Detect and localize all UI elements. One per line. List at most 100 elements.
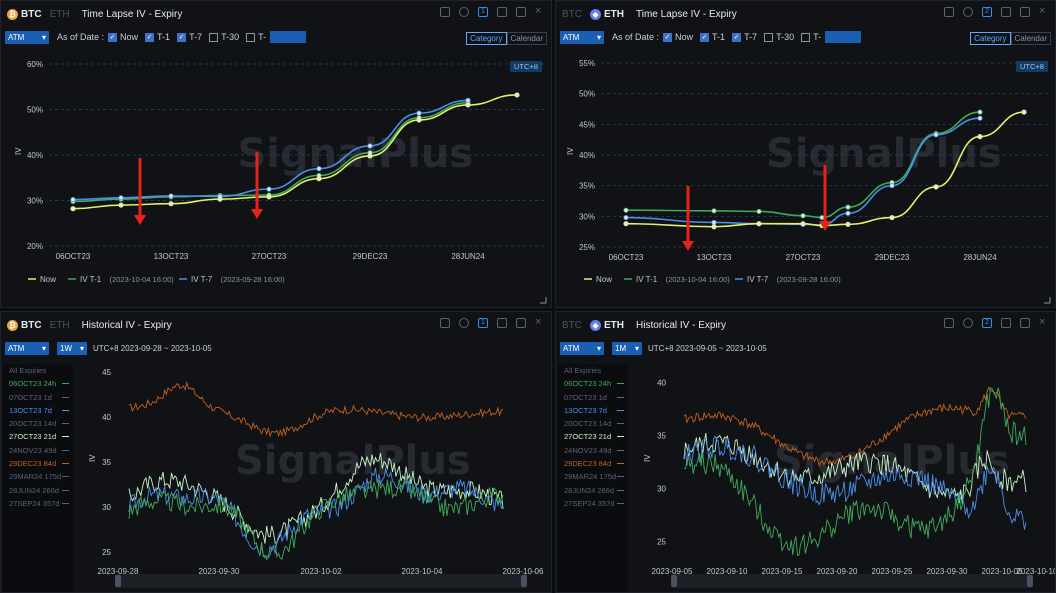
y-tick-label: 40 — [657, 379, 666, 388]
mode-calendar-button[interactable]: Calendar — [1010, 32, 1051, 45]
panel-header: BTC ◆ ETH Historical IV - Expiry 2 × — [556, 312, 1055, 338]
expiry-item[interactable]: 06OCT23 24h — [558, 377, 628, 390]
expiry-label: 29DEC23 84d — [9, 459, 57, 469]
expiry-item[interactable]: 24NOV23 49d — [558, 444, 628, 457]
coin-tab-btc[interactable]: BTC — [562, 8, 582, 20]
expiry-swatch — [62, 502, 69, 504]
panel-eth-time-lapse: BTC ◆ ETH Time Lapse IV - Expiry 2 × ATM … — [555, 0, 1056, 308]
expiry-item[interactable]: 28JUN24 266d — [558, 484, 628, 497]
series-iv-t7-point — [367, 143, 373, 149]
expiry-item[interactable]: 29MAR24 175d — [3, 470, 73, 483]
checkbox-t7[interactable]: T-7 — [732, 32, 757, 42]
checkbox-custom[interactable]: T- — [246, 31, 307, 43]
expand-icon[interactable] — [1020, 318, 1030, 328]
expiry-swatch — [62, 383, 69, 385]
expiry-item[interactable]: 29MAR24 175d — [558, 470, 628, 483]
checkbox-custom[interactable]: T- — [801, 31, 862, 43]
refresh-icon[interactable] — [459, 318, 469, 328]
refresh-icon[interactable] — [963, 7, 973, 17]
expiry-item[interactable]: 13OCT23 7d — [3, 404, 73, 417]
coin-tab-btc[interactable]: ₿ BTC — [7, 8, 42, 20]
refresh-icon[interactable] — [459, 7, 469, 17]
atm-select[interactable]: ATM — [5, 30, 49, 44]
checkbox-t30[interactable]: T-30 — [764, 32, 794, 42]
close-icon[interactable]: × — [1039, 316, 1046, 328]
time-range-slider[interactable] — [115, 574, 527, 588]
x-tick-label: 29DEC23 — [875, 253, 910, 262]
expand-icon[interactable] — [1020, 7, 1030, 17]
expiry-label: All Expiries — [564, 366, 602, 375]
expand-icon[interactable] — [516, 318, 526, 328]
expiry-swatch — [617, 476, 624, 478]
expand-icon[interactable] — [516, 7, 526, 17]
coin-tab-btc[interactable]: ₿ BTC — [7, 319, 42, 331]
checkbox-t1[interactable]: T-1 — [700, 32, 725, 42]
expiry-item[interactable]: 20OCT23 14d — [3, 417, 73, 430]
mode-calendar-button[interactable]: Calendar — [506, 32, 547, 45]
share-icon[interactable] — [440, 7, 450, 17]
time-range-slider[interactable] — [671, 574, 1033, 588]
share-icon[interactable] — [944, 7, 954, 17]
custom-date-input[interactable] — [270, 31, 307, 43]
panel-title: Time Lapse IV - Expiry — [81, 8, 183, 20]
mode-category-button[interactable]: Category — [466, 32, 507, 45]
layout-number-icon[interactable]: 2 — [982, 318, 992, 328]
copy-icon[interactable] — [1001, 7, 1011, 17]
window-select[interactable]: 1W — [57, 341, 87, 355]
expiry-item[interactable]: All Expiries — [3, 364, 73, 377]
layout-number-icon[interactable]: 1 — [478, 318, 488, 328]
share-icon[interactable] — [944, 318, 954, 328]
atm-select[interactable]: ATM — [560, 30, 604, 44]
checkbox-now[interactable]: Now — [108, 32, 138, 42]
share-icon[interactable] — [440, 318, 450, 328]
expiry-item[interactable]: 27SEP24 357d — [558, 497, 628, 510]
coin-tab-btc[interactable]: BTC — [562, 319, 582, 331]
layout-number-icon[interactable]: 2 — [982, 7, 992, 17]
check-icon — [663, 32, 673, 42]
custom-date-input[interactable] — [825, 31, 862, 43]
series-now-point — [316, 176, 322, 182]
coin-tab-eth[interactable]: ETH — [49, 8, 70, 20]
expiry-item[interactable]: 20OCT23 14d — [558, 417, 628, 430]
checkbox-t1[interactable]: T-1 — [145, 32, 170, 42]
expiry-label: 20OCT23 14d — [564, 419, 612, 429]
close-icon[interactable]: × — [535, 316, 542, 328]
layout-number-icon[interactable]: 1 — [478, 7, 488, 17]
panel-header: ₿ BTC ETH Time Lapse IV - Expiry 1 × — [1, 1, 551, 27]
checkbox-t7[interactable]: T-7 — [177, 32, 202, 42]
coin-tab-eth[interactable]: ◆ ETH — [590, 319, 624, 331]
expiry-item[interactable]: 06OCT23 24h — [3, 377, 73, 390]
window-select[interactable]: 1M — [612, 341, 642, 355]
expiry-item[interactable]: 24NOV23 49d — [3, 444, 73, 457]
coin-tab-eth[interactable]: ◆ ETH — [590, 8, 624, 20]
panel-toolbar: 1 × — [440, 5, 545, 17]
expiry-item[interactable]: 29DEC23 84d — [3, 457, 73, 470]
expiry-item[interactable]: 07OCT23 1d — [3, 391, 73, 404]
copy-icon[interactable] — [497, 7, 507, 17]
atm-select[interactable]: ATM — [5, 341, 49, 355]
close-icon[interactable]: × — [535, 5, 542, 17]
checkbox-now[interactable]: Now — [663, 32, 693, 42]
slider-handle-left[interactable] — [671, 575, 677, 587]
mode-category-button[interactable]: Category — [970, 32, 1011, 45]
checkbox-t30[interactable]: T-30 — [209, 32, 239, 42]
refresh-icon[interactable] — [963, 318, 973, 328]
expiry-item[interactable]: 29DEC23 84d — [558, 457, 628, 470]
expiry-item[interactable]: All Expiries — [558, 364, 628, 377]
slider-handle-right[interactable] — [521, 575, 527, 587]
expiry-item[interactable]: 13OCT23 7d — [558, 404, 628, 417]
expiry-item[interactable]: 28JUN24 266d — [3, 484, 73, 497]
slider-handle-right[interactable] — [1027, 575, 1033, 587]
y-tick-label: 30 — [102, 503, 111, 512]
atm-select[interactable]: ATM — [560, 341, 604, 355]
slider-handle-left[interactable] — [115, 575, 121, 587]
copy-icon[interactable] — [1001, 318, 1011, 328]
expiry-item[interactable]: 27SEP24 357d — [3, 497, 73, 510]
expiry-item[interactable]: 07OCT23 1d — [558, 391, 628, 404]
copy-icon[interactable] — [497, 318, 507, 328]
expiry-item[interactable]: 27OCT23 21d — [558, 430, 628, 443]
close-icon[interactable]: × — [1039, 5, 1046, 17]
expiry-item[interactable]: 27OCT23 21d — [3, 430, 73, 443]
legend-item-date: (2023-10-04 16:00) — [110, 275, 175, 284]
coin-tab-eth[interactable]: ETH — [49, 319, 70, 331]
